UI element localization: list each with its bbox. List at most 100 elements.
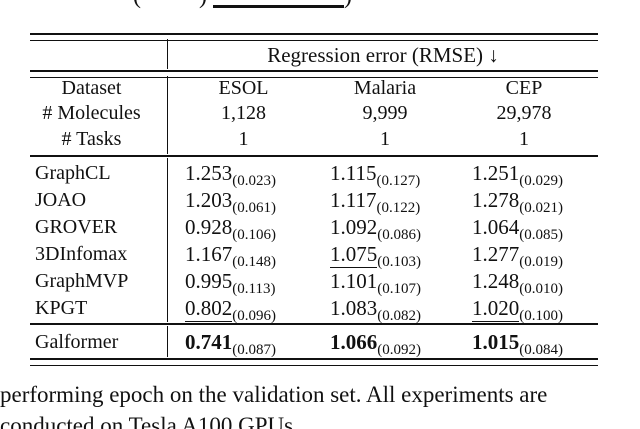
table-rule-bottom xyxy=(30,358,598,366)
rmse-cell: 1.248(0.010) xyxy=(450,269,598,297)
column-divider xyxy=(166,326,168,357)
rmse-cell: 1.101(0.107) xyxy=(320,269,450,297)
rmse-cell: 1.092(0.086) xyxy=(320,215,450,243)
rmse-value: 1.092 xyxy=(330,215,378,239)
rmse-std: (0.019) xyxy=(519,254,563,270)
table-rule-mid xyxy=(30,155,598,157)
paren-glyph: ) xyxy=(344,0,352,9)
rmse-std: (0.082) xyxy=(377,308,421,324)
rmse-value: 1.251 xyxy=(472,161,520,185)
rmse-std: (0.010) xyxy=(519,281,563,297)
method-name: 3DInfomax xyxy=(35,243,128,265)
rmse-value: 0.741 xyxy=(185,330,233,354)
dataset-name: ESOL xyxy=(218,77,269,100)
rmse-cell: 1.075(0.103) xyxy=(320,241,450,270)
rmse-value: 0.995 xyxy=(185,269,233,293)
rmse-cell: 1.015(0.084) xyxy=(450,330,598,358)
caption-line: conducted on Tesla A100 GPUs. xyxy=(0,413,299,429)
table-row: GROVER 0.928(0.106) 1.092(0.086) 1.064(0.08… xyxy=(30,214,598,243)
table-row: # Tasks 1 1 1 xyxy=(30,127,598,152)
method-name: KPGT xyxy=(35,297,88,319)
rmse-std: (0.092) xyxy=(377,342,421,358)
molecules-count: 29,978 xyxy=(496,102,552,125)
rmse-std: (0.103) xyxy=(377,253,421,270)
rmse-value: 1.248 xyxy=(472,269,520,293)
table-row: JOAO 1.203(0.061) 1.117(0.122) 1.278(0.021) xyxy=(30,187,598,216)
rmse-value: 1.083 xyxy=(330,296,378,320)
molecules-count: 9,999 xyxy=(362,102,408,125)
rmse-cell: 1.117(0.122) xyxy=(320,188,450,216)
rmse-std: (0.106) xyxy=(232,227,276,243)
rmse-value: 1.253 xyxy=(185,161,233,185)
molecules-count: 1,128 xyxy=(221,102,266,125)
rmse-cell: 1.066(0.092) xyxy=(320,330,450,358)
table-rule-top xyxy=(30,33,598,41)
rmse-cell: 1.083(0.082) xyxy=(320,296,450,324)
paren-glyph: ) xyxy=(199,0,207,9)
rmse-std: (0.127) xyxy=(376,173,421,189)
rmse-value: 0.928 xyxy=(185,215,233,239)
column-divider xyxy=(166,158,168,322)
rmse-std: (0.084) xyxy=(519,342,563,358)
paren-glyph: ( xyxy=(133,0,141,9)
rmse-cell: 1.167(0.148) xyxy=(167,242,320,270)
method-name: GraphCL xyxy=(35,162,111,184)
dataset-label: Dataset xyxy=(61,77,122,100)
rmse-std: (0.113) xyxy=(232,281,276,297)
rmse-std: (0.029) xyxy=(519,173,563,189)
rmse-cell: 1.115(0.127) xyxy=(320,161,450,189)
rmse-std: (0.107) xyxy=(377,281,421,297)
rmse-value: 1.075 xyxy=(330,241,378,268)
rmse-value: 1.277 xyxy=(472,242,520,266)
table-row: Dataset ESOL Malaria CEP xyxy=(30,76,598,101)
table-rule-header xyxy=(30,70,598,78)
caption-line: performing epoch on the validation set. … xyxy=(0,382,548,407)
cropped-caption-fragment: ( ) ) xyxy=(0,0,640,9)
table-row: GraphCL 1.253(0.023) 1.115(0.127) 1.251(0.0… xyxy=(30,160,598,189)
rmse-value: 1.117 xyxy=(330,188,377,212)
table-row: GraphMVP 0.995(0.113) 1.101(0.107) 1.248(0.… xyxy=(30,268,598,297)
rmse-std: (0.085) xyxy=(519,227,563,243)
rmse-std: (0.096) xyxy=(232,307,276,324)
tasks-label: # Tasks xyxy=(61,127,122,150)
rmse-value: 1.278 xyxy=(472,188,520,212)
rmse-cell: 0.802(0.096) xyxy=(167,295,320,324)
tasks-count: 1 xyxy=(380,127,390,150)
dataset-meta: Dataset ESOL Malaria CEP # Molecules 1,1… xyxy=(30,76,598,152)
column-divider xyxy=(166,39,168,69)
method-name: Galformer xyxy=(35,331,119,353)
rmse-cell: 1.251(0.029) xyxy=(450,161,598,189)
rmse-value: 1.015 xyxy=(472,330,520,354)
rmse-cell: 0.928(0.106) xyxy=(167,215,320,243)
tasks-count: 1 xyxy=(519,127,529,150)
rmse-cell: 1.020(0.100) xyxy=(450,295,598,324)
rmse-std: (0.023) xyxy=(232,173,276,189)
rmse-std: (0.100) xyxy=(519,307,563,324)
rmse-std: (0.122) xyxy=(376,200,421,216)
rmse-cell: 0.741(0.087) xyxy=(167,330,320,358)
method-name: GROVER xyxy=(35,216,118,238)
final-row-host: Galformer 0.741(0.087) 1.066(0.092) 1.015(0… xyxy=(30,327,598,358)
rmse-std: (0.087) xyxy=(232,342,276,358)
table-rule-final xyxy=(30,323,598,325)
rmse-value: 1.020 xyxy=(472,295,520,322)
table-row: Galformer 0.741(0.087) 1.066(0.092) 1.015(0… xyxy=(30,327,598,358)
column-divider xyxy=(166,76,168,154)
table-row: # Molecules 1,128 9,999 29,978 xyxy=(30,101,598,126)
rmse-std: (0.021) xyxy=(519,200,563,216)
rmse-cell: 1.203(0.061) xyxy=(167,188,320,216)
tasks-count: 1 xyxy=(238,127,249,150)
molecules-label: # Molecules xyxy=(42,102,141,125)
dataset-name: Malaria xyxy=(353,77,417,100)
rmse-cell: 1.253(0.023) xyxy=(167,161,320,189)
rmse-value: 1.115 xyxy=(330,161,377,185)
table-row: KPGT 0.802(0.096) 1.083(0.082) 1.020(0.100) xyxy=(30,295,598,325)
rmse-value: 0.802 xyxy=(185,295,233,322)
rmse-value: 1.203 xyxy=(185,188,233,212)
rmse-cell: 1.277(0.019) xyxy=(450,242,598,270)
method-name: GraphMVP xyxy=(35,270,129,292)
rmse-cell: 0.995(0.113) xyxy=(167,269,320,297)
table-row: 3DInfomax 1.167(0.148) 1.075(0.103) 1.277(0… xyxy=(30,241,598,271)
methods-rows: GraphCL 1.253(0.023) 1.115(0.127) 1.251(0.0… xyxy=(30,160,598,325)
dataset-name: CEP xyxy=(505,77,543,100)
